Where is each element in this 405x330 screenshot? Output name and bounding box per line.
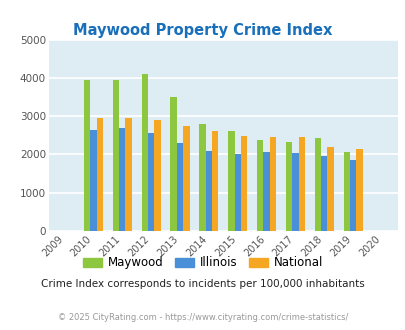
Bar: [228, 131, 234, 231]
Legend: Maywood, Illinois, National: Maywood, Illinois, National: [78, 252, 327, 274]
Bar: [170, 97, 177, 231]
Bar: [211, 131, 218, 231]
Bar: [269, 137, 275, 231]
Text: © 2025 CityRating.com - https://www.cityrating.com/crime-statistics/: © 2025 CityRating.com - https://www.city…: [58, 313, 347, 322]
Bar: [125, 118, 132, 231]
Bar: [356, 149, 362, 231]
Bar: [234, 154, 240, 231]
Bar: [177, 143, 183, 231]
Bar: [343, 152, 349, 231]
Bar: [119, 128, 125, 231]
Bar: [199, 124, 205, 231]
Bar: [292, 153, 298, 231]
Bar: [154, 120, 160, 231]
Text: Maywood Property Crime Index: Maywood Property Crime Index: [73, 23, 332, 38]
Bar: [141, 74, 147, 231]
Bar: [263, 152, 269, 231]
Text: Crime Index corresponds to incidents per 100,000 inhabitants: Crime Index corresponds to incidents per…: [41, 279, 364, 289]
Bar: [285, 142, 292, 231]
Bar: [314, 138, 320, 231]
Bar: [320, 156, 327, 231]
Bar: [240, 136, 247, 231]
Bar: [84, 80, 90, 231]
Bar: [327, 147, 333, 231]
Bar: [147, 133, 154, 231]
Bar: [298, 137, 304, 231]
Bar: [205, 150, 211, 231]
Bar: [183, 126, 189, 231]
Bar: [256, 140, 263, 231]
Bar: [90, 130, 96, 231]
Bar: [113, 80, 119, 231]
Bar: [96, 118, 103, 231]
Bar: [349, 160, 356, 231]
